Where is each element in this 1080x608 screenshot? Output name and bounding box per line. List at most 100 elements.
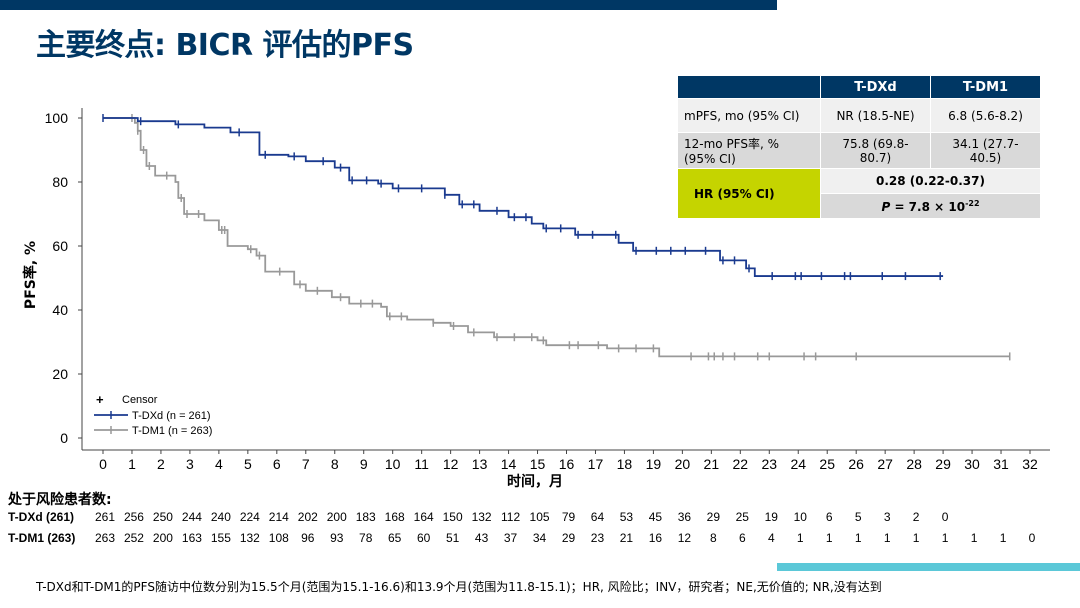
y-tick-label: 40 (52, 302, 68, 318)
risk-count: 1 (825, 531, 833, 545)
x-tick-label: 27 (877, 456, 893, 472)
risk-count: 214 (268, 510, 289, 524)
risk-count: 4 (767, 531, 775, 545)
risk-count: 60 (416, 531, 431, 545)
risk-count: 132 (471, 510, 492, 524)
risk-count: 37 (503, 531, 518, 545)
x-axis-label: 时间，月 (507, 473, 563, 490)
censor-symbol: + (96, 392, 104, 407)
risk-count: 132 (239, 531, 260, 545)
x-tick-label: 14 (501, 456, 517, 472)
risk-count: 1 (796, 531, 804, 545)
p-value-text: = 7.8 × 10 (894, 199, 966, 214)
risk-count: 252 (123, 531, 144, 545)
cell-tdxd: NR (18.5-NE) (820, 98, 931, 133)
x-tick-label: 17 (588, 456, 604, 472)
x-tick-label: 10 (385, 456, 401, 472)
risk-count: 12 (677, 531, 692, 545)
legend-censor: Censor (122, 394, 158, 406)
risk-count: 16 (648, 531, 663, 545)
risk-count: 29 (706, 510, 721, 524)
risk-count: 240 (210, 510, 231, 524)
risk-count: 0 (1028, 531, 1036, 545)
risk-count: 150 (442, 510, 463, 524)
risk-count: 1 (941, 531, 949, 545)
legend-label: T-DXd (n = 261) (132, 410, 211, 422)
risk-count: 6 (738, 531, 746, 545)
risk-count: 108 (268, 531, 289, 545)
p-exponent: -22 (965, 198, 980, 208)
x-tick-label: 13 (472, 456, 488, 472)
risk-count: 51 (445, 531, 460, 545)
y-axis-label: PFS率, % (22, 241, 39, 309)
risk-table-title: 处于风险患者数: (8, 492, 112, 508)
cell-tdm1: 34.1 (27.7-40.5) (930, 132, 1041, 169)
x-tick-label: 7 (302, 456, 310, 472)
header-tdm1: T-DM1 (930, 75, 1041, 99)
risk-count: 112 (500, 510, 521, 524)
risk-count: 65 (388, 531, 402, 545)
x-tick-label: 23 (761, 456, 777, 472)
risk-count: 2 (912, 510, 920, 524)
risk-count: 202 (297, 510, 318, 524)
risk-count: 43 (474, 531, 489, 545)
x-tick-label: 28 (906, 456, 922, 472)
x-tick-label: 18 (617, 456, 633, 472)
risk-count: 79 (561, 510, 576, 524)
y-tick-label: 20 (52, 366, 68, 382)
risk-count: 224 (239, 510, 260, 524)
risk-row-label: T-DXd (261) (8, 510, 75, 524)
row-label: mPFS, mo (95% CI) (677, 98, 821, 133)
risk-count: 168 (384, 510, 405, 524)
risk-count: 78 (359, 531, 373, 545)
x-tick-label: 19 (646, 456, 662, 472)
x-tick-label: 16 (559, 456, 575, 472)
risk-count: 200 (326, 510, 347, 524)
cell-tdm1: 6.8 (5.6-8.2) (930, 98, 1041, 133)
risk-count: 0 (941, 510, 949, 524)
risk-count: 250 (152, 510, 173, 524)
x-tick-label: 4 (215, 456, 223, 472)
x-tick-label: 30 (964, 456, 980, 472)
x-tick-label: 8 (331, 456, 339, 472)
x-tick-label: 15 (530, 456, 546, 472)
risk-count: 19 (764, 510, 778, 524)
x-tick-label: 21 (704, 456, 720, 472)
stats-table: T-DXd T-DM1 mPFS, mo (95% CI) NR (18.5-N… (677, 75, 1041, 219)
risk-count: 1 (854, 531, 862, 545)
x-tick-label: 29 (935, 456, 951, 472)
risk-count: 1 (999, 531, 1007, 545)
x-tick-label: 0 (99, 456, 107, 472)
x-tick-label: 24 (790, 456, 806, 472)
p-symbol: P (881, 199, 891, 214)
risk-count: 93 (330, 531, 344, 545)
cell-tdxd: 75.8 (69.8-80.7) (820, 132, 931, 169)
p-value: P = 7.8 × 10-22 (820, 193, 1041, 219)
x-tick-label: 9 (360, 456, 368, 472)
km-curve (103, 117, 1010, 358)
bottom-accent-bar (777, 563, 1080, 571)
hr-label: HR (95% CI) (677, 168, 821, 219)
y-tick-label: 80 (52, 174, 68, 190)
risk-count: 155 (210, 531, 231, 545)
risk-count: 256 (123, 510, 144, 524)
top-accent-bar (0, 0, 777, 10)
risk-count: 36 (677, 510, 692, 524)
x-tick-label: 12 (443, 456, 459, 472)
x-tick-label: 2 (157, 456, 165, 472)
risk-count: 5 (854, 510, 862, 524)
risk-count: 1 (912, 531, 920, 545)
risk-count: 183 (355, 510, 376, 524)
risk-count: 263 (94, 531, 116, 545)
risk-count: 164 (413, 510, 434, 524)
risk-row-label: T-DM1 (263) (8, 531, 76, 545)
risk-count: 244 (181, 510, 202, 524)
risk-count: 64 (590, 510, 605, 524)
risk-count: 23 (590, 531, 605, 545)
y-tick-label: 60 (52, 238, 68, 254)
risk-count: 10 (793, 510, 807, 524)
risk-count: 3 (883, 510, 891, 524)
risk-count: 200 (152, 531, 173, 545)
risk-count: 25 (735, 510, 749, 524)
risk-count: 6 (825, 510, 833, 524)
